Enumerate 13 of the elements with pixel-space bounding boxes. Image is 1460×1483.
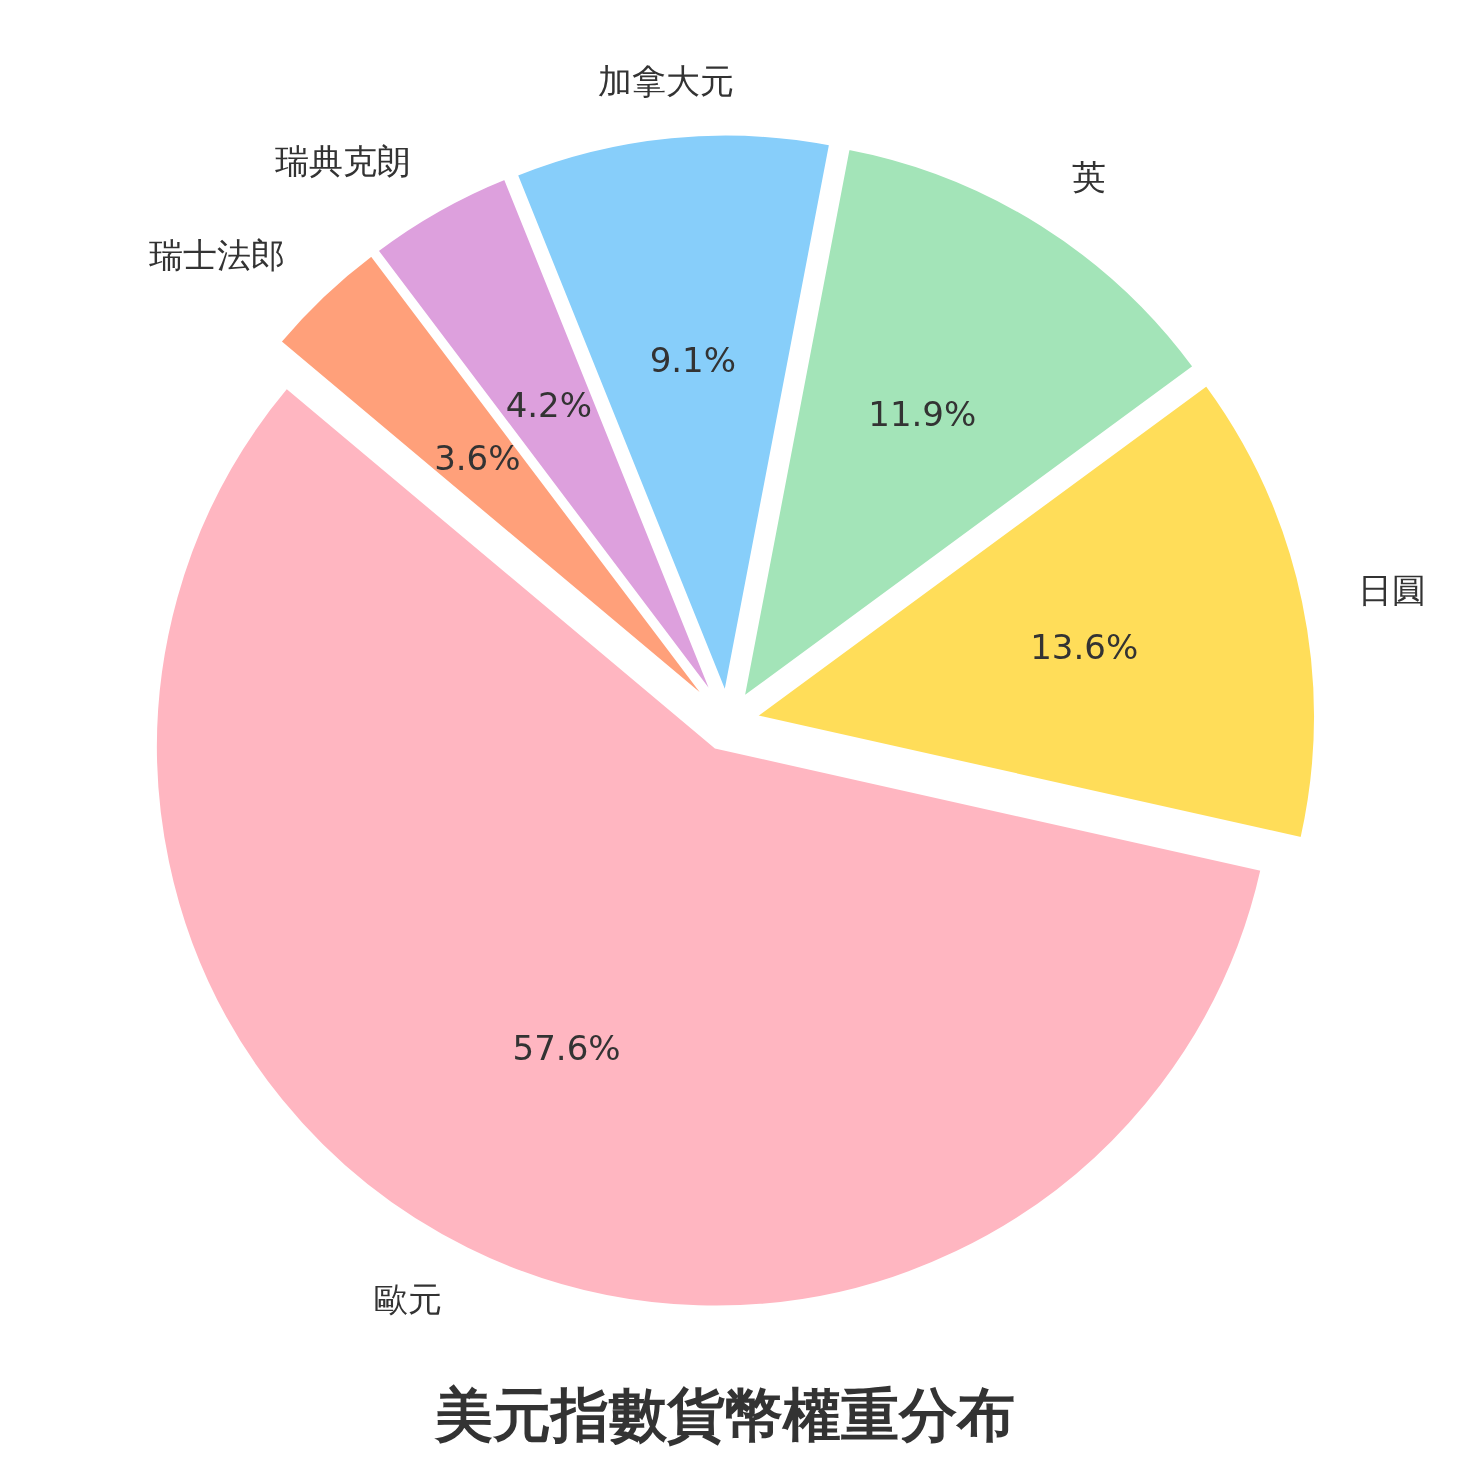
slice-label: 加拿大元 [597,61,734,102]
text: 美元指數貨幣權重分布 [434,1381,1015,1449]
data-label: 11.9% [868,394,977,435]
slice-label: 瑞典克朗 [275,141,412,182]
slice-label: 歐元 [374,1279,443,1320]
slice-label: 日圓 [1358,569,1427,610]
data-label: 4.2% [505,385,593,426]
data-label: 57.6% [512,1028,621,1069]
data-label: 3.6% [434,438,521,479]
data-label: 9.1% [649,339,737,380]
slice-label: 英 [1071,157,1106,198]
slice-label: 瑞士法郎 [148,235,285,276]
data-label: 13.6% [1030,627,1139,668]
